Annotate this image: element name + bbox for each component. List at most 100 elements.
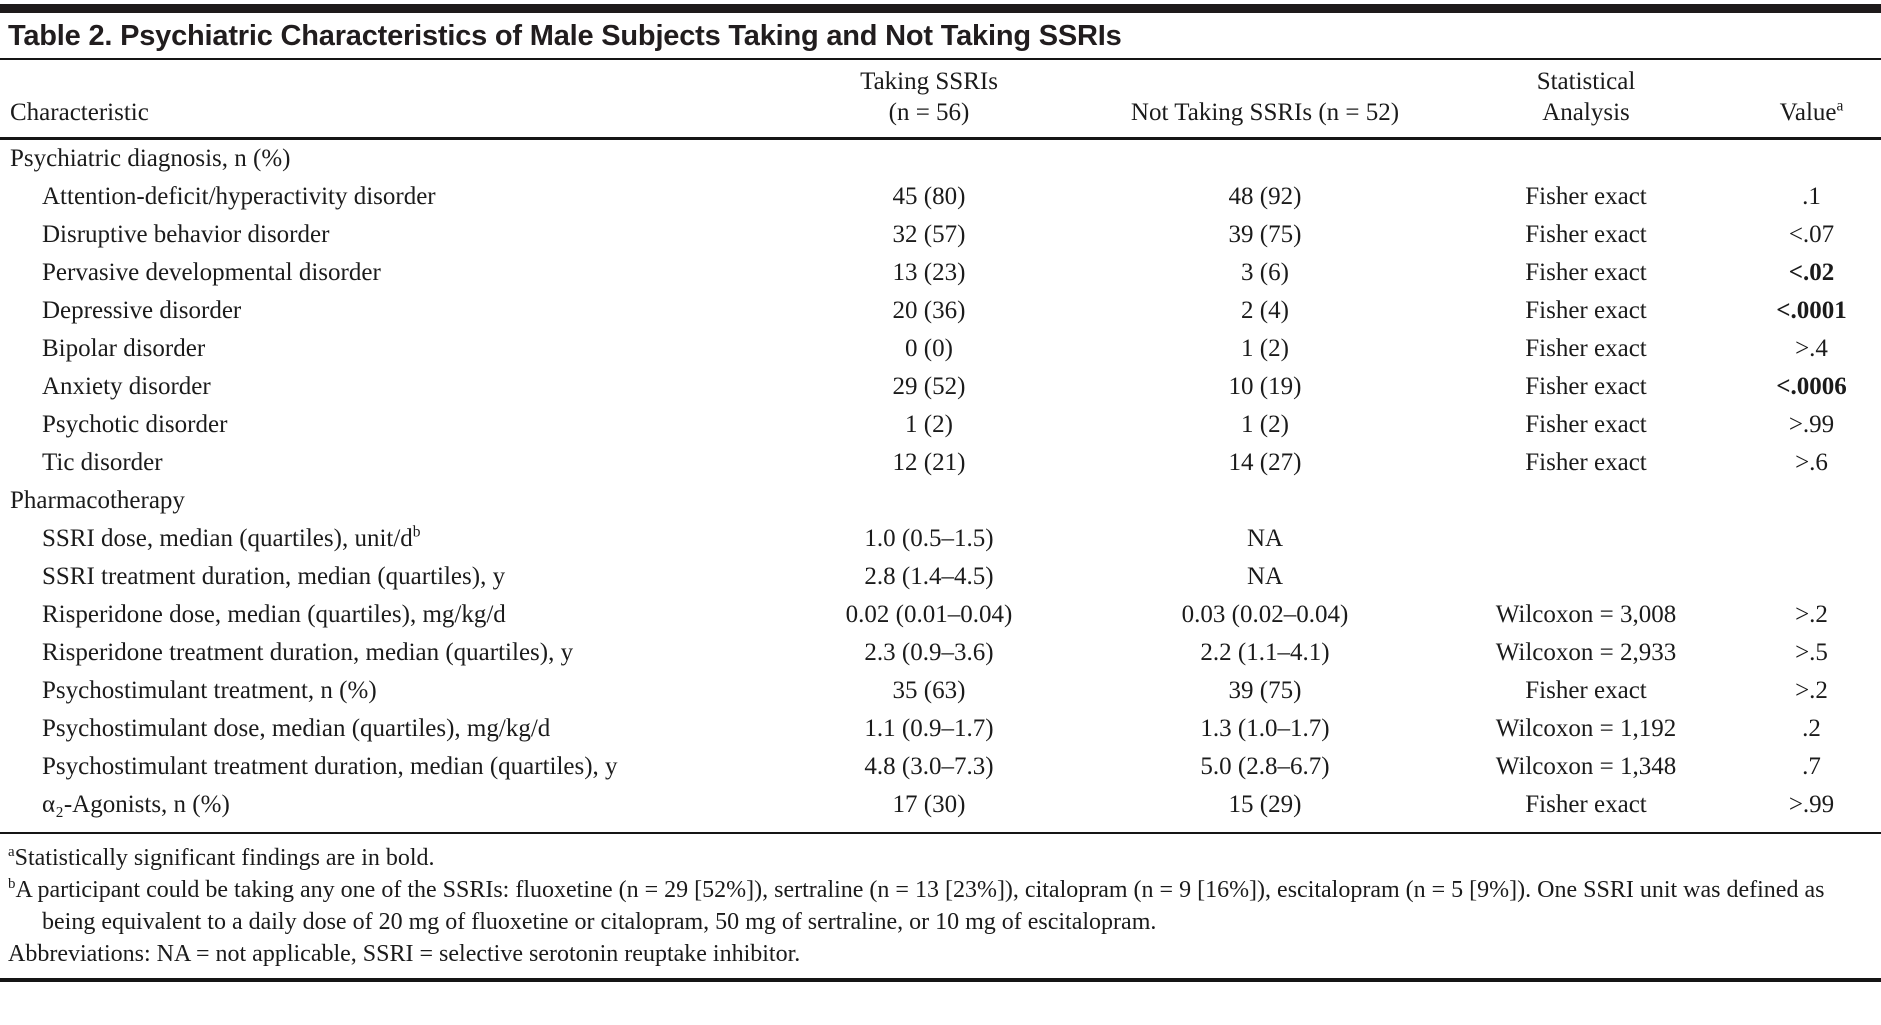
characteristic-label: Bipolar disorder (42, 335, 206, 363)
table-row: Bipolar disorder 0 (0) 1 (2) Fisher exac… (0, 330, 1881, 368)
taking-ssris-cell: 17 (30) (892, 791, 966, 819)
taking-ssris-cell: 0 (0) (905, 335, 953, 363)
characteristic-label: SSRI dose, median (quartiles), unit/d (42, 525, 413, 553)
statistical-analysis-cell (1430, 520, 1742, 558)
value-cell: >.4 (1795, 335, 1828, 363)
table-row: Pervasive developmental disorder 13 (23)… (0, 254, 1881, 292)
title-rule (0, 58, 1881, 61)
characteristic-cell: Pervasive developmental disorder (0, 254, 758, 292)
table-row: SSRI dose, median (quartiles), unit/db 1… (0, 520, 1881, 558)
value-cell: >.99 (1788, 411, 1835, 439)
characteristic-label: Psychostimulant dose, median (quartiles)… (42, 715, 551, 743)
statistical-analysis-cell: Fisher exact (1525, 373, 1647, 401)
characteristic-label: Anxiety disorder (42, 373, 211, 401)
characteristic-label: Attention-deficit/hyperactivity disorder (42, 183, 436, 211)
taking-ssris-cell: 2.8 (1.4–4.5) (864, 563, 994, 591)
statistical-analysis-cell: Fisher exact (1525, 259, 1647, 287)
taking-ssris-cell: 13 (23) (892, 259, 966, 287)
not-taking-ssris-cell: 10 (19) (1228, 373, 1302, 401)
taking-ssris-cell: 35 (63) (892, 677, 966, 705)
table-row: α₂-Agonists, n (%) 17 (30) 15 (29) Fishe… (0, 786, 1881, 824)
footnote: Abbreviations: NA = not applicable, SSRI… (8, 938, 1873, 970)
header-value: Valuea (1742, 60, 1881, 139)
not-taking-ssris-cell: 5.0 (2.8–6.7) (1200, 753, 1330, 781)
header-taking-ssris: Taking SSRIs (n = 56) (758, 60, 1100, 139)
characteristic-label: Pervasive developmental disorder (42, 259, 381, 287)
table-header: Characteristic Taking SSRIs (n = 56) Not… (0, 60, 1881, 139)
value-cell: <.0006 (1776, 373, 1847, 401)
top-border-bar (0, 4, 1881, 13)
table-row: Tic disorder 12 (21) 14 (27) Fisher exac… (0, 444, 1881, 482)
table-row: Anxiety disorder 29 (52) 10 (19) Fisher … (0, 368, 1881, 406)
characteristic-cell: Disruptive behavior disorder (0, 216, 758, 254)
taking-ssris-cell: 32 (57) (892, 221, 966, 249)
not-taking-ssris-cell: 2.2 (1.1–4.1) (1200, 639, 1330, 667)
not-taking-ssris-cell: 1.3 (1.0–1.7) (1200, 715, 1330, 743)
statistical-analysis-cell: Wilcoxon = 1,348 (1495, 753, 1677, 781)
not-taking-ssris-cell: 3 (6) (1241, 259, 1289, 287)
statistical-analysis-cell: Wilcoxon = 1,192 (1495, 715, 1677, 743)
value-cell: .1 (1802, 183, 1821, 211)
characteristic-cell: Psychostimulant dose, median (quartiles)… (0, 710, 758, 748)
table-row: Psychostimulant treatment duration, medi… (0, 748, 1881, 786)
header-characteristic: Characteristic (10, 99, 149, 127)
not-taking-ssris-cell (1100, 482, 1430, 520)
characteristic-cell: Anxiety disorder (0, 368, 758, 406)
table-row: Risperidone dose, median (quartiles), mg… (0, 596, 1881, 634)
taking-ssris-cell: 29 (52) (892, 373, 966, 401)
taking-ssris-cell: 1 (2) (905, 411, 953, 439)
taking-ssris-cell: 1.1 (0.9–1.7) (864, 715, 994, 743)
not-taking-ssris-cell: 14 (27) (1228, 449, 1302, 477)
footnote-text: A participant could be taking any one of… (15, 877, 1825, 936)
characteristic-cell: Pharmacotherapy (0, 482, 758, 520)
not-taking-ssris-cell: 0.03 (0.02–0.04) (1181, 601, 1349, 629)
taking-ssris-cell: 20 (36) (892, 297, 966, 325)
footnote-marker: a (1836, 98, 1844, 116)
not-taking-ssris-cell: 1 (2) (1241, 335, 1289, 363)
not-taking-ssris-cell: NA (1246, 563, 1284, 591)
statistical-analysis-cell (1430, 558, 1742, 596)
not-taking-ssris-cell: 15 (29) (1228, 791, 1302, 819)
characteristic-cell: Depressive disorder (0, 292, 758, 330)
characteristic-cell: SSRI dose, median (quartiles), unit/db (0, 520, 758, 558)
statistical-analysis-cell (1430, 139, 1742, 179)
taking-ssris-cell (758, 139, 1100, 179)
footnote-marker: b (412, 524, 421, 542)
not-taking-ssris-cell: 48 (92) (1228, 183, 1302, 211)
statistical-analysis-cell: Fisher exact (1525, 335, 1647, 363)
value-cell (1742, 558, 1881, 596)
characteristic-cell: Psychostimulant treatment duration, medi… (0, 748, 758, 786)
table-row: Depressive disorder 20 (36) 2 (4) Fisher… (0, 292, 1881, 330)
table-body: Psychiatric diagnosis, n (%) Attention-d… (0, 139, 1881, 825)
header-stat-line2: Analysis (1542, 99, 1630, 127)
footnote-marker: a (8, 844, 15, 861)
characteristic-label: Disruptive behavior disorder (42, 221, 330, 249)
characteristics-table: Characteristic Taking SSRIs (n = 56) Not… (0, 60, 1881, 824)
header-not-taking-ssris: Not Taking SSRIs (n = 52) (1130, 99, 1400, 127)
value-cell: >.99 (1788, 791, 1835, 819)
value-cell: >.5 (1795, 639, 1828, 667)
characteristic-label: Risperidone dose, median (quartiles), mg… (42, 601, 506, 629)
value-cell: .2 (1802, 715, 1821, 743)
header-taking-line1: Taking SSRIs (860, 68, 998, 96)
characteristic-label: Psychostimulant treatment, n (%) (42, 677, 377, 705)
table-row: Pharmacotherapy (0, 482, 1881, 520)
not-taking-ssris-cell: 2 (4) (1241, 297, 1289, 325)
statistical-analysis-cell (1430, 482, 1742, 520)
footnotes-block: aStatistically significant findings are … (0, 832, 1881, 970)
characteristic-label: SSRI treatment duration, median (quartil… (42, 563, 506, 591)
taking-ssris-cell: 1.0 (0.5–1.5) (864, 525, 994, 553)
table-row: Psychotic disorder 1 (2) 1 (2) Fisher ex… (0, 406, 1881, 444)
footnote-marker: b (8, 876, 16, 893)
value-cell: >.2 (1795, 677, 1828, 705)
value-cell (1742, 139, 1881, 179)
characteristic-cell: Attention-deficit/hyperactivity disorder (0, 178, 758, 216)
taking-ssris-cell: 0.02 (0.01–0.04) (845, 601, 1013, 629)
table-row: Psychostimulant treatment, n (%) 35 (63)… (0, 672, 1881, 710)
footnote-text: Abbreviations: NA = not applicable, SSRI… (8, 941, 801, 968)
value-cell: .7 (1802, 753, 1821, 781)
not-taking-ssris-cell (1100, 139, 1430, 179)
value-cell: <.0001 (1776, 297, 1847, 325)
characteristic-cell: α₂-Agonists, n (%) (0, 786, 758, 824)
header-taking-line2: (n = 56) (888, 99, 970, 127)
